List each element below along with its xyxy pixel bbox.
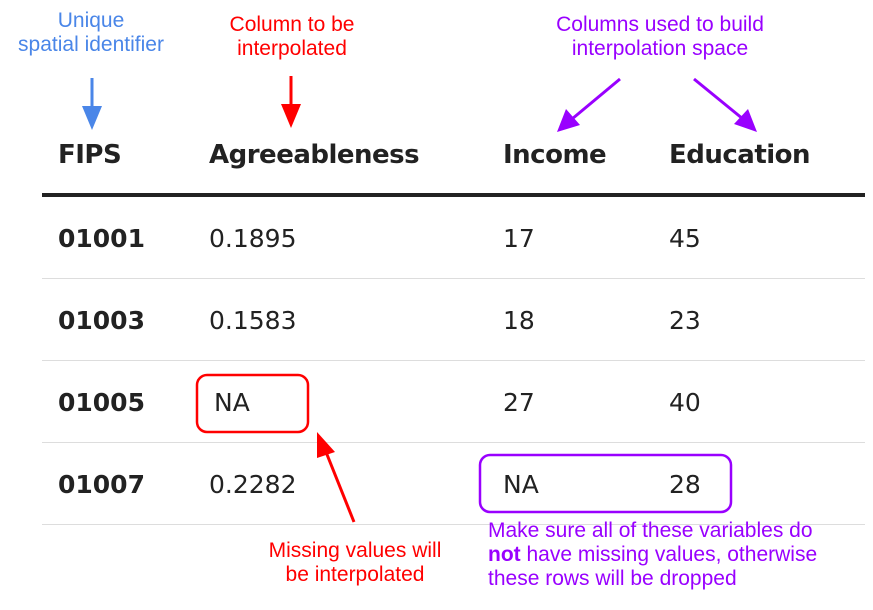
cell-fips: 01003 [58, 306, 145, 335]
no-missing-note: Make sure all of these variables do not … [488, 519, 868, 591]
cell-agreeableness-missing: NA [214, 388, 250, 417]
no-missing-note-line1: Make sure all of these variables do [488, 519, 813, 542]
purple-arrow-education [693, 77, 757, 132]
interpolation-space-note-line2: interpolation space [571, 37, 749, 60]
missing-value-highlight [195, 373, 310, 434]
no-missing-note-line2: not have missing values, otherwise [488, 543, 868, 567]
cell-education: 45 [669, 224, 701, 253]
no-missing-note-line2-rest: have missing values, otherwise [520, 543, 818, 566]
cell-fips: 01001 [58, 224, 145, 253]
cell-agreeableness: 0.2282 [209, 470, 297, 499]
cell-agreeableness: 0.1583 [209, 306, 297, 335]
purple-arrow-income [557, 77, 621, 132]
no-missing-highlight [478, 453, 733, 514]
row-divider [42, 524, 865, 525]
cell-income-missing: NA [503, 470, 539, 499]
header-education: Education [669, 140, 811, 170]
row-divider [42, 360, 865, 361]
no-missing-note-line3: these rows will be dropped [488, 567, 737, 590]
spatial-identifier-note-line1: Unique [57, 9, 125, 32]
interpolated-column-note-line2: interpolated [237, 37, 347, 60]
cell-agreeableness: 0.1895 [209, 224, 297, 253]
missing-values-note-line2: be interpolated [285, 563, 425, 586]
red-down-arrow [281, 76, 301, 128]
cell-education: 28 [669, 470, 701, 499]
blue-down-arrow [82, 78, 102, 130]
missing-values-note: Missing values will be interpolated [240, 539, 470, 587]
cell-fips: 01007 [58, 470, 145, 499]
cell-education: 23 [669, 306, 701, 335]
red-up-arrow [317, 432, 356, 523]
interpolation-space-note-line1: Columns used to build [556, 13, 764, 36]
cell-income: 18 [503, 306, 535, 335]
header-agreeableness: Agreeableness [209, 140, 420, 170]
no-missing-note-emphasis: not [488, 543, 521, 566]
row-divider [42, 278, 865, 279]
spatial-identifier-note-line2: spatial identifier [18, 33, 164, 56]
cell-fips: 01005 [58, 388, 145, 417]
row-divider [42, 442, 865, 443]
interpolated-column-note-line1: Column to be [229, 13, 355, 36]
header-rule [42, 193, 865, 197]
header-income: Income [503, 140, 607, 170]
cell-education: 40 [669, 388, 701, 417]
cell-income: 17 [503, 224, 535, 253]
header-fips: FIPS [58, 140, 122, 170]
cell-income: 27 [503, 388, 535, 417]
spatial-identifier-note: Unique spatial identifier [0, 9, 182, 57]
interpolation-space-note: Columns used to build interpolation spac… [520, 13, 800, 61]
interpolated-column-note: Column to be interpolated [192, 13, 392, 61]
missing-values-note-line1: Missing values will [268, 539, 442, 562]
